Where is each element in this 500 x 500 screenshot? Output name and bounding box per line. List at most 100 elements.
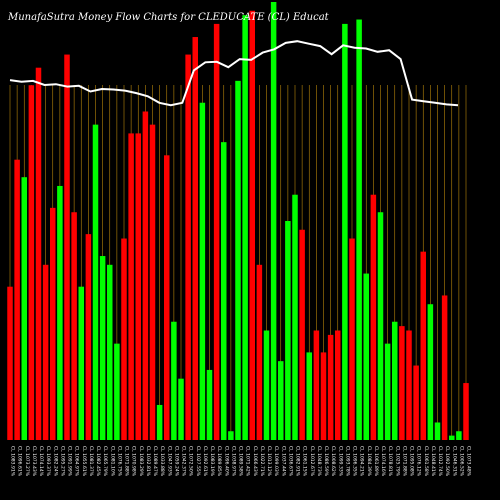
bar [270,2,277,440]
x-tick-label: CL 1093.37% [45,446,51,477]
x-tick-label: CL 1006.52% [458,446,464,477]
x-tick-label: CL 1082.45% [95,446,101,477]
bar [228,431,234,440]
x-tick-label: CL 1042.37% [181,446,187,477]
bar [221,142,227,440]
bar [463,383,469,440]
x-tick-label: CL 1055.61% [81,446,87,477]
bar [242,15,248,440]
x-tick-label: CL 1012.67% [309,446,315,477]
bar [249,10,255,440]
x-tick-label: CL 1027.55% [195,446,201,477]
x-tick-label: CL 1038.97% [230,446,236,477]
x-tick-label: CL 1074.16% [380,446,386,477]
bar [441,295,448,440]
x-tick-label: CL 1095.27% [59,446,65,477]
x-tick-label: CL 1096.40% [223,446,229,477]
x-tick-label: CL 1033.88% [159,446,165,477]
bar [213,23,220,441]
x-tick-label: CL 1047.93% [166,446,172,477]
x-tick-label: CL 1013.12% [266,446,272,477]
bar [21,177,27,440]
bar [384,343,391,440]
bar [35,67,42,440]
bar [135,133,141,440]
bar [327,334,334,440]
x-tick-label: CL 1073.48% [466,446,472,477]
x-tick-label: CL 1037.44% [280,446,286,477]
bar [142,111,149,440]
bar [299,229,305,440]
x-tick-label: CL 1046.31% [451,446,457,477]
x-tick-label: CL 1078.81% [387,446,393,477]
x-tick-label: CL 1071.42% [245,446,251,477]
x-tick-label: CL 1008.62% [330,446,336,477]
bar [28,85,35,440]
bar [85,234,92,440]
x-tick-label: CL 1093.78% [344,446,350,477]
bar [399,326,405,440]
bar [164,155,170,441]
x-tick-label: CL 1092.50% [444,446,450,477]
bar [99,256,106,440]
bar [7,286,13,440]
x-tick-label: CL 1061.89% [373,446,379,477]
x-tick-label: CL 1073.43% [31,446,37,477]
bars-group [7,2,469,441]
bar [335,330,341,440]
x-tick-label: CL 1091.99% [67,446,73,477]
x-tick-label: CL 1070.98% [131,446,137,477]
x-tick-label: CL 1081.37% [88,446,94,477]
bar [42,264,49,440]
x-tick-label: CL 1086.59% [323,446,329,477]
bar [78,286,84,440]
x-tick-label: CL 1095.08% [409,446,415,477]
x-tick-label: CL 1081.10% [109,446,115,477]
bar [178,378,184,440]
bar [171,321,177,440]
bar [306,352,312,440]
x-tick-label: CL 1066.43% [252,446,258,477]
bar [128,133,134,440]
x-tick-label: CL 1071.88% [124,446,130,477]
x-tick-label: CL 1084.39% [366,446,372,477]
x-tick-label: CL 1099.03% [273,446,279,477]
x-tick-label: CL 1072.50% [188,446,194,477]
money-flow-line [9,40,459,107]
bar [285,221,291,440]
bar [278,361,284,440]
bar [235,80,241,440]
bar [349,238,355,440]
x-tick-label: CL 1096.35% [352,446,358,477]
x-tick-label: CL 1065.79% [102,446,108,477]
x-tick-label: CL 1059.24% [173,446,179,477]
x-tick-label: CL 1076.75% [116,446,122,477]
bar [363,273,369,440]
x-tick-label: CL 1061.58% [423,446,429,477]
x-tick-label: CL 1094.21% [359,446,365,477]
bar [392,321,398,440]
x-tick-label: CL 1092.61% [202,446,208,477]
bar [114,343,120,440]
bar [156,404,163,440]
x-tick-label: CL 1012.74% [437,446,443,477]
bar [185,54,191,441]
bar [292,194,298,440]
bar [413,365,419,440]
bar [342,23,348,441]
bar [263,330,270,440]
x-tick-label: CL 1083.19% [209,446,215,477]
bar [356,19,362,441]
bar [206,369,213,440]
chart-title: MunafaSutra Money Flow Charts for CLEDUC… [7,12,330,23]
bar [434,422,441,440]
bar [427,304,434,440]
x-tick-label: CL 1099.33% [337,446,343,477]
bar [149,124,156,440]
x-tick-label: CL 1064.97% [74,446,80,477]
x-tick-label: CL 1076.12% [416,446,422,477]
x-tick-label: CL 1048.73% [316,446,322,477]
x-tick-label: CL 1073.27% [24,446,30,477]
x-tick-label: CL 1048.41% [430,446,436,477]
